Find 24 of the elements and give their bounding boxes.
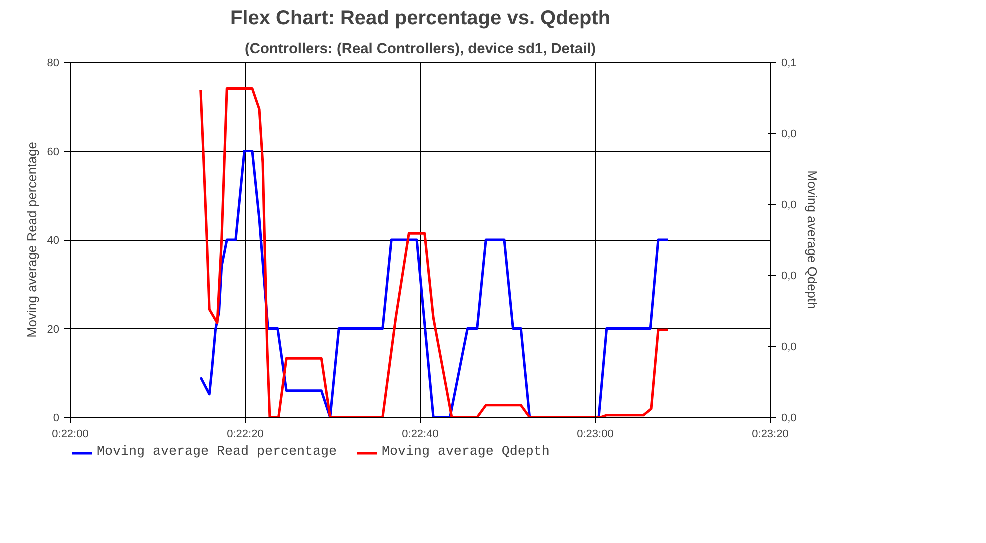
y2-tick-label: 0,0 — [782, 270, 797, 282]
y-tick-label: 40 — [47, 235, 60, 247]
x-tick-label: 0:22:40 — [402, 428, 439, 440]
y-tick-label: 0 — [53, 412, 60, 424]
y-tick-label: 80 — [47, 58, 60, 70]
y2-tick-label: 0,0 — [782, 200, 797, 212]
chart-title: Flex Chart: Read percentage vs. Qdepth — [230, 8, 611, 30]
y2-tick-label: 0,0 — [782, 342, 797, 354]
chart-subtitle: (Controllers: (Real Controllers), device sd1, Detail) — [244, 42, 596, 58]
line-series — [200, 88, 670, 418]
y2-axis-title: Moving average Qdepth — [804, 170, 820, 310]
x-tick-label: 0:22:00 — [52, 428, 89, 440]
y-tick-label: 20 — [47, 324, 60, 336]
x-tick-label: 0:22:20 — [227, 428, 264, 440]
legend-label: Moving average Qdepth — [382, 445, 550, 460]
x-tick-label: 0:23:00 — [577, 428, 614, 440]
x-tick-label: 0:23:20 — [752, 428, 789, 440]
y2-tick-label: 0,1 — [782, 58, 797, 70]
y2-tick-label: 0,0 — [782, 128, 797, 140]
y-axis-title: Moving average Read percentage — [24, 142, 40, 338]
y-tick-label: 60 — [47, 146, 60, 158]
legend-label: Moving average Read percentage — [97, 445, 337, 460]
line-series — [200, 150, 670, 418]
y2-tick-label: 0,0 — [782, 412, 797, 424]
